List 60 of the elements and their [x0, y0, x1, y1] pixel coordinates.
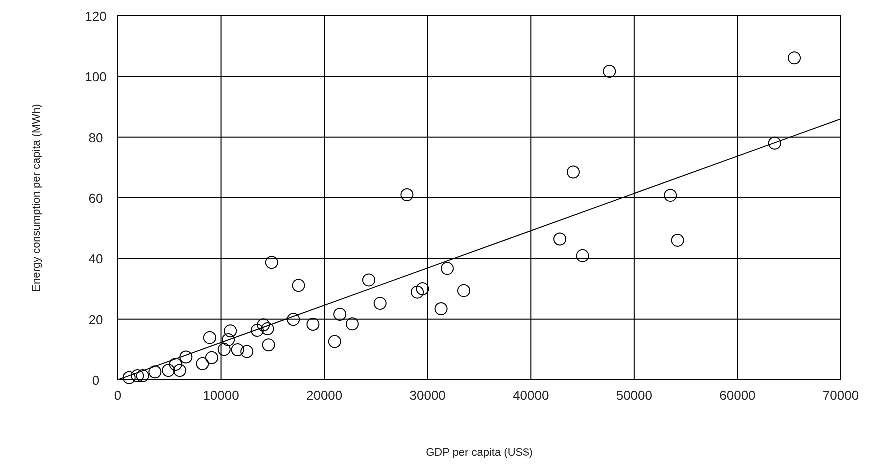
x-tick-label: 0 — [114, 388, 122, 403]
x-tick-label: 50000 — [616, 388, 653, 403]
point — [224, 324, 238, 338]
point — [434, 302, 448, 316]
point — [334, 308, 347, 321]
point — [205, 351, 218, 364]
point — [261, 322, 274, 336]
point — [374, 297, 387, 310]
point — [173, 364, 186, 378]
point — [136, 370, 150, 383]
y-tick-label: 80 — [88, 130, 104, 146]
point — [122, 371, 136, 384]
x-tick-label: 70000 — [822, 388, 860, 403]
y-tick-label: 20 — [88, 312, 104, 328]
y-tick-label: 100 — [85, 70, 107, 85]
point — [328, 335, 342, 348]
point — [411, 286, 424, 299]
point — [287, 313, 300, 326]
point — [257, 318, 270, 332]
point — [566, 166, 580, 179]
point — [162, 364, 176, 378]
y-tick-label: 120 — [85, 9, 107, 24]
point — [458, 284, 471, 298]
y-tick-label: 0 — [92, 373, 100, 388]
point — [346, 318, 359, 331]
y-tick-label: 60 — [88, 191, 104, 206]
x-tick-label: 60000 — [720, 388, 756, 403]
point — [292, 279, 306, 292]
y-tick-label: 40 — [88, 252, 104, 267]
point — [603, 65, 616, 78]
point — [231, 343, 244, 356]
point — [240, 345, 254, 358]
point — [262, 338, 276, 352]
point — [265, 256, 278, 270]
point — [250, 324, 264, 338]
point — [306, 318, 320, 331]
x-tick-label: 40000 — [513, 388, 550, 403]
point — [788, 52, 802, 65]
x-axis-title: GDP per capita (US$) — [426, 447, 533, 459]
point — [554, 232, 567, 246]
y-axis-title: Energy consumption per capita (MWh) — [31, 104, 43, 292]
point — [203, 331, 216, 344]
x-tick-label: 30000 — [410, 388, 446, 403]
point — [416, 282, 430, 296]
point — [664, 189, 678, 202]
x-tick-label: 20000 — [306, 388, 343, 403]
point — [148, 366, 162, 379]
point — [222, 333, 236, 346]
point — [576, 249, 590, 262]
point — [671, 234, 684, 247]
point — [440, 262, 454, 276]
point — [180, 350, 193, 364]
point — [196, 357, 210, 370]
x-tick-label: 10000 — [203, 388, 240, 403]
point — [131, 370, 144, 383]
point — [400, 188, 414, 202]
point — [362, 274, 376, 287]
point — [169, 358, 182, 372]
point — [218, 343, 231, 356]
point — [768, 136, 782, 150]
